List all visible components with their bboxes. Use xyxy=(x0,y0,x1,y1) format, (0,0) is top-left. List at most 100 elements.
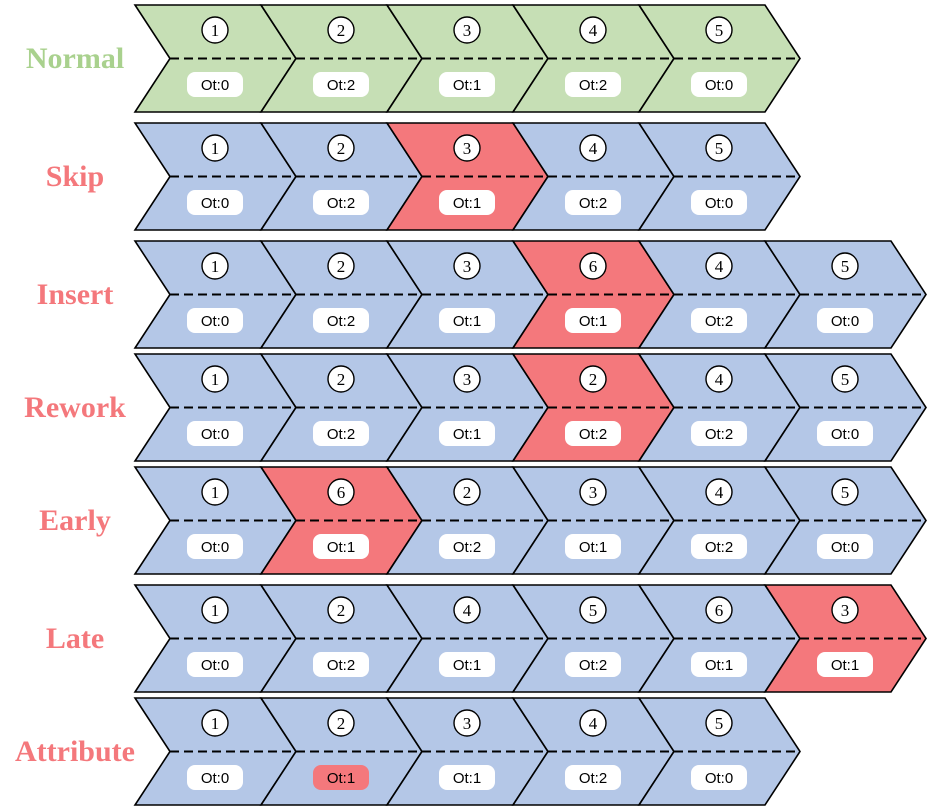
step-number-circle xyxy=(327,16,355,44)
ot-value: Ot:0 xyxy=(705,195,733,212)
ot-value: Ot:2 xyxy=(579,77,607,94)
ot-badge xyxy=(313,308,369,333)
step-number-circle xyxy=(201,709,229,737)
step-number-circle xyxy=(831,596,859,624)
ot-value: Ot:2 xyxy=(705,313,733,330)
ot-badge xyxy=(691,421,747,446)
ot-value: Ot:1 xyxy=(327,539,355,556)
step-number: 1 xyxy=(211,139,220,158)
step-number-circle xyxy=(453,365,481,393)
ot-badge xyxy=(187,652,243,677)
step-number-circle xyxy=(579,252,607,280)
step-number: 1 xyxy=(211,483,220,502)
step-number-circle xyxy=(579,596,607,624)
ot-badge xyxy=(187,308,243,333)
ot-value: Ot:0 xyxy=(201,313,229,330)
step-number-circle xyxy=(453,16,481,44)
ot-badge xyxy=(565,421,621,446)
ot-badge xyxy=(817,308,873,333)
step-number: 3 xyxy=(589,483,598,502)
ot-badge xyxy=(187,765,243,790)
row-label-insert: Insert xyxy=(36,277,114,311)
ot-badge xyxy=(691,652,747,677)
row-label-rework: Rework xyxy=(24,390,126,424)
step-number-circle xyxy=(579,134,607,162)
step-number-circle xyxy=(453,596,481,624)
ot-value: Ot:1 xyxy=(327,770,355,787)
step-number-circle xyxy=(453,252,481,280)
ot-value: Ot:2 xyxy=(327,77,355,94)
ot-value: Ot:2 xyxy=(327,426,355,443)
ot-value: Ot:1 xyxy=(705,657,733,674)
ot-badge xyxy=(439,421,495,446)
step-number: 2 xyxy=(337,21,346,40)
step-number-circle xyxy=(327,252,355,280)
row-label-skip: Skip xyxy=(45,159,105,193)
ot-badge xyxy=(565,652,621,677)
ot-badge xyxy=(691,72,747,97)
ot-badge xyxy=(313,190,369,215)
ot-value: Ot:0 xyxy=(201,426,229,443)
ot-badge xyxy=(691,308,747,333)
step-number: 4 xyxy=(715,370,724,389)
step-number: 3 xyxy=(463,21,472,40)
ot-value: Ot:0 xyxy=(705,770,733,787)
ot-value: Ot:2 xyxy=(579,657,607,674)
step-number: 5 xyxy=(841,370,850,389)
ot-badge xyxy=(565,308,621,333)
ot-value: Ot:2 xyxy=(579,426,607,443)
ot-value: Ot:0 xyxy=(201,77,229,94)
step-number-circle xyxy=(327,478,355,506)
ot-badge xyxy=(439,72,495,97)
step-number-circle xyxy=(579,16,607,44)
ot-badge xyxy=(817,534,873,559)
step-number-circle xyxy=(579,478,607,506)
step-number-circle xyxy=(327,596,355,624)
step-row: 1 Ot:0 2 Ot:1 3 Ot:1 4 Ot:2 5 Ot:0 xyxy=(133,697,801,806)
ot-value: Ot:2 xyxy=(327,657,355,674)
step-number: 5 xyxy=(715,21,724,40)
ot-badge xyxy=(565,765,621,790)
ot-badge xyxy=(439,534,495,559)
step-number: 3 xyxy=(463,370,472,389)
ot-value: Ot:2 xyxy=(579,195,607,212)
ot-value: Ot:1 xyxy=(453,770,481,787)
ot-value: Ot:0 xyxy=(705,77,733,94)
ot-value: Ot:0 xyxy=(831,539,859,556)
step-number-circle xyxy=(327,134,355,162)
step-row: 1 Ot:0 6 Ot:1 2 Ot:2 3 Ot:1 4 Ot:2 5 Ot:0 xyxy=(133,466,927,575)
ot-value: Ot:1 xyxy=(453,313,481,330)
ot-badge xyxy=(691,534,747,559)
step-number: 6 xyxy=(589,257,598,276)
step-number: 5 xyxy=(841,483,850,502)
ot-value: Ot:1 xyxy=(579,313,607,330)
ot-value: Ot:0 xyxy=(831,313,859,330)
ot-value: Ot:2 xyxy=(327,195,355,212)
ot-badge xyxy=(565,72,621,97)
step-row: 1 Ot:0 2 Ot:2 3 Ot:1 6 Ot:1 4 Ot:2 5 Ot:0 xyxy=(133,240,927,349)
step-number: 3 xyxy=(463,139,472,158)
ot-badge xyxy=(439,190,495,215)
step-number: 3 xyxy=(841,601,850,620)
row-label-late: Late xyxy=(45,621,105,655)
ot-badge xyxy=(439,765,495,790)
step-number: 2 xyxy=(337,257,346,276)
row-label-normal: Normal xyxy=(25,41,125,75)
step-number: 2 xyxy=(337,601,346,620)
step-number-circle xyxy=(201,16,229,44)
step-row: 1 Ot:0 2 Ot:2 4 Ot:1 5 Ot:2 6 Ot:1 3 Ot:1 xyxy=(133,584,927,693)
step-number: 4 xyxy=(589,139,598,158)
row-label-early: Early xyxy=(39,503,111,537)
ot-badge xyxy=(565,190,621,215)
ot-value: Ot:2 xyxy=(705,539,733,556)
step-number-circle xyxy=(453,134,481,162)
ot-badge xyxy=(187,534,243,559)
ot-value: Ot:0 xyxy=(201,195,229,212)
step-number: 1 xyxy=(211,370,220,389)
ot-value: Ot:2 xyxy=(453,539,481,556)
step-number: 1 xyxy=(211,21,220,40)
step-number: 1 xyxy=(211,714,220,733)
row-label-attribute: Attribute xyxy=(15,734,135,768)
step-number-circle xyxy=(201,252,229,280)
